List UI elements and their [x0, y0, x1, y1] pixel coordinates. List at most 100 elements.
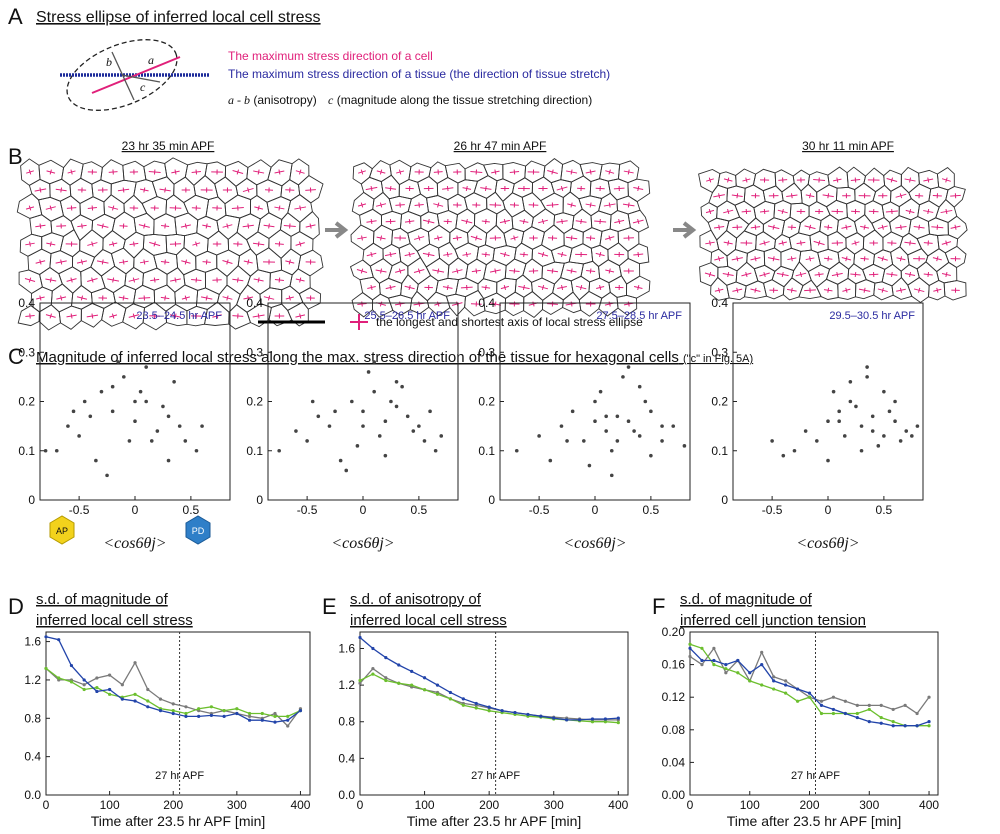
stress-axis [389, 251, 392, 258]
point [144, 399, 148, 404]
legend-text: The maximum stress direction of a cell [228, 49, 433, 63]
stress-axis [60, 259, 63, 265]
y-tick-label: 0.04 [662, 755, 686, 769]
point [724, 671, 728, 675]
stress-axis [513, 169, 516, 175]
chart-subtitle: 29.5–30.5 hr APF [829, 310, 915, 322]
point [273, 714, 277, 718]
chart-subtitle: 27.5–28.5 hr APF [596, 310, 682, 322]
y-tick-label: 0.0 [338, 788, 355, 802]
point [724, 663, 728, 667]
cell [19, 233, 43, 257]
point [795, 687, 800, 691]
point [807, 695, 812, 699]
stress-axis [278, 205, 281, 211]
point [604, 414, 608, 419]
point [882, 434, 886, 438]
point [772, 687, 776, 691]
ap-icon: AP [49, 515, 75, 545]
stress-axis [28, 205, 32, 211]
panel-label: C [8, 344, 24, 369]
cell [438, 241, 459, 266]
stress-axis [863, 224, 866, 230]
point [209, 705, 213, 709]
point [593, 419, 597, 424]
cell [484, 224, 508, 249]
time-label: 30 hr 11 min APF [802, 139, 894, 153]
stress-axis [164, 259, 166, 265]
point [222, 709, 226, 713]
x-tick-label: 0.5 [411, 503, 428, 517]
cell [58, 305, 82, 330]
panel-title: Stress ellipse of inferred local cell st… [36, 9, 321, 26]
point [609, 473, 614, 478]
stress-axis [205, 259, 208, 265]
point [760, 650, 764, 654]
point [637, 434, 642, 438]
point [855, 715, 859, 720]
stress-axis [827, 193, 830, 199]
stress-axis [417, 235, 421, 241]
stress-axis [809, 193, 811, 199]
y-tick-label: 1.2 [338, 678, 355, 692]
cell [827, 166, 849, 189]
stress-axis [627, 169, 630, 175]
stress-axis [39, 295, 42, 301]
point [867, 720, 871, 724]
point [82, 678, 86, 682]
stress-axis [299, 277, 302, 283]
stress-axis [309, 223, 312, 229]
stress-axis [164, 187, 166, 193]
point [422, 439, 427, 443]
point [194, 448, 199, 453]
point [910, 434, 914, 438]
cell-images [16, 157, 968, 331]
stress-axis [122, 259, 125, 265]
stress-axis [408, 251, 411, 258]
point [405, 414, 410, 419]
point [927, 724, 931, 728]
y-tick-label: 0.4 [478, 296, 495, 310]
x-tick-label: 300 [227, 798, 247, 812]
point [171, 709, 175, 713]
stress-axis [580, 284, 583, 291]
point [372, 360, 376, 364]
point [867, 707, 871, 712]
point [439, 434, 444, 438]
y-tick-label: 0 [256, 493, 263, 507]
point [826, 458, 830, 463]
stress-axis [541, 218, 545, 225]
point [859, 424, 864, 428]
stress-axis [379, 202, 383, 208]
panel-label: F [652, 594, 665, 619]
stress-axis [754, 256, 757, 262]
point [682, 444, 687, 448]
point [671, 424, 676, 428]
series-line [689, 647, 930, 715]
point [688, 642, 692, 646]
point [688, 654, 692, 659]
x-tick-label: 200 [800, 798, 820, 812]
cell [541, 261, 565, 285]
stress-axis [408, 284, 411, 291]
point [99, 389, 104, 394]
point [461, 703, 465, 707]
y-tick-label: 0.2 [18, 395, 35, 409]
stress-axis [174, 169, 177, 175]
icon-label: PD [192, 526, 205, 536]
stress-axis [399, 301, 402, 307]
stress-axis [195, 241, 198, 247]
stress-axis [580, 218, 582, 225]
point [120, 683, 124, 687]
cell [38, 304, 61, 331]
stress-axis [465, 251, 468, 258]
y-tick-label: 0.2 [246, 395, 263, 409]
panel-title: s.d. of anisotropy of [350, 591, 482, 608]
stress-axis [380, 268, 383, 274]
point [400, 384, 404, 389]
cell [417, 175, 439, 199]
stress-axis [226, 295, 229, 301]
stress-axis [70, 169, 73, 175]
stress-axis [247, 295, 250, 301]
point [784, 683, 788, 687]
